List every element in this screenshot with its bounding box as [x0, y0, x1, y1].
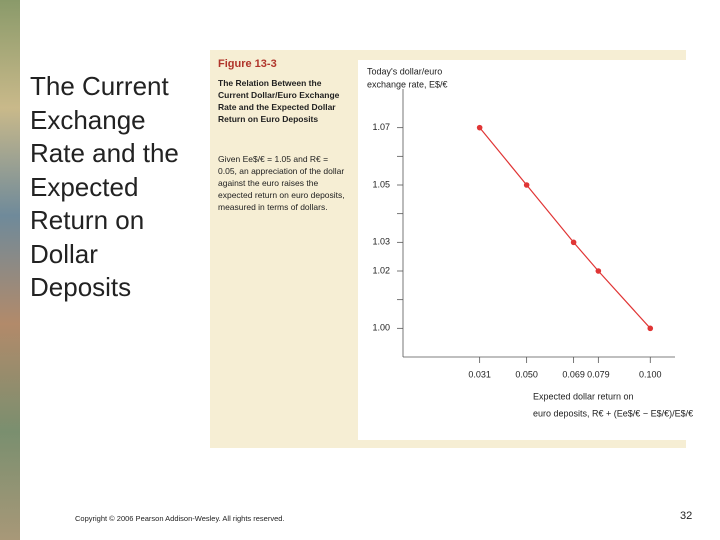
caption-title: The Relation Between the Current Dollar/…: [218, 78, 340, 124]
x-axis-label: euro deposits, R€ + (Ee$/€ − E$/€)/E$/€: [533, 408, 693, 418]
plot-background: [358, 60, 686, 440]
slide-title: The Current Exchange Rate and the Expect…: [30, 71, 179, 302]
x-tick-label: 0.050: [515, 369, 538, 379]
x-tick-label: 0.079: [587, 369, 610, 379]
x-tick-label: 0.100: [639, 369, 662, 379]
y-tick-label: 1.07: [372, 122, 390, 132]
y-tick-label: 1.00: [372, 323, 390, 333]
data-point: [595, 268, 602, 274]
footer: Copyright © 2006 Pearson Addison-Wesley.…: [75, 514, 285, 523]
y-tick-label: 1.05: [372, 179, 390, 189]
data-point: [523, 182, 530, 188]
y-axis-label: exchange rate, E$/€: [367, 79, 448, 89]
data-point: [647, 325, 654, 332]
page-number: 32: [680, 510, 693, 522]
data-line: [479, 127, 651, 329]
figure-label: Figure 13-3: [218, 58, 277, 70]
y-axis-label: Today's dollar/euro: [367, 66, 442, 76]
data-point: [570, 239, 577, 246]
data-point: [476, 124, 483, 131]
x-tick-label: 0.069: [562, 369, 585, 379]
caption-body: Given Ee$/€ = 1.05 and R€ = 0.05, an app…: [218, 154, 345, 212]
decorative-strip: [0, 0, 20, 540]
x-tick-label: 0.031: [468, 369, 491, 379]
y-tick-label: 1.02: [372, 265, 390, 275]
y-tick-label: 1.03: [372, 237, 390, 247]
x-axis-label: Expected dollar return on: [533, 391, 634, 401]
